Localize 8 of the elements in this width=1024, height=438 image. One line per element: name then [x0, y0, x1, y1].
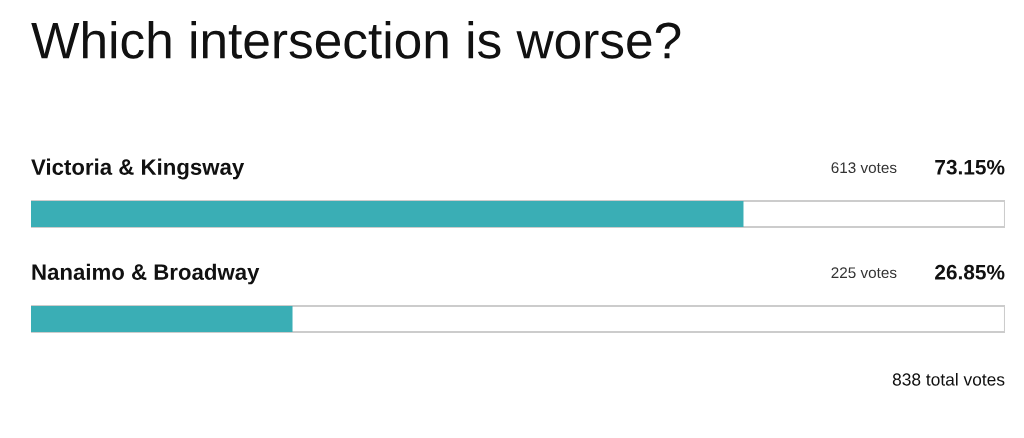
data-label: 26.85%	[935, 264, 1005, 280]
y-tick-label: Victoria & Kingsway	[31, 158, 245, 180]
y-tick-label: Nanaimo & Broadway	[32, 263, 260, 285]
data-label: 73.15%	[935, 159, 1005, 175]
text: 838 total votes	[892, 372, 1005, 386]
annotation: 613 votes	[831, 162, 897, 174]
annotation: 225 votes	[831, 267, 897, 279]
chart-title: Which intersection is worse?	[31, 21, 681, 59]
